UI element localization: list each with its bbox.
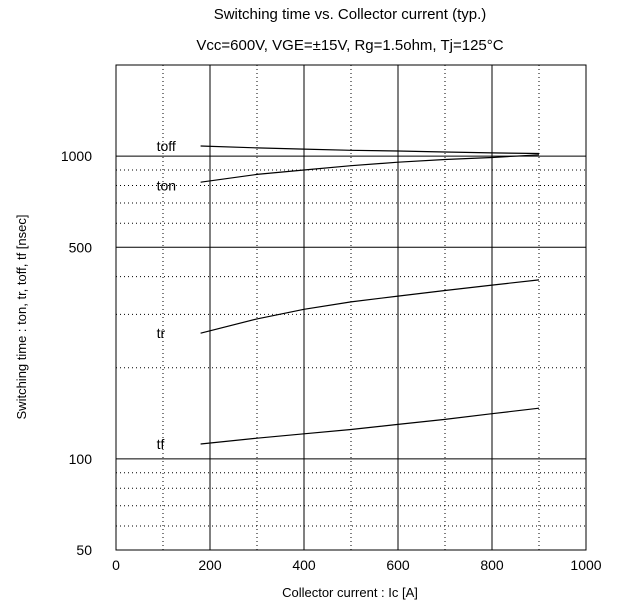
grid xyxy=(116,64,586,550)
x-tick-label: 1000 xyxy=(570,557,601,573)
y-tick-label: 50 xyxy=(76,542,92,558)
y-tick-label: 100 xyxy=(69,451,93,467)
x-tick-label: 800 xyxy=(480,557,504,573)
x-tick-label: 400 xyxy=(292,557,316,573)
series-label-tr: tr xyxy=(157,325,166,341)
series-lines: toff ton tr tf xyxy=(157,138,540,452)
chart-title: Switching time vs. Collector current (ty… xyxy=(214,6,487,23)
y-axis-label: Switching time : ton, tr, toff, tf [nsec… xyxy=(14,215,29,420)
series-line-tf xyxy=(200,407,540,445)
x-tick-label: 600 xyxy=(386,557,410,573)
series-label-toff: toff xyxy=(157,138,176,154)
series-line-tr xyxy=(200,279,540,334)
series-label-ton: ton xyxy=(157,177,176,193)
series-label-tf: tf xyxy=(157,436,165,452)
y-tick-label: 500 xyxy=(69,239,93,255)
x-tick-label: 200 xyxy=(198,557,222,573)
x-tick-label: 0 xyxy=(112,557,120,573)
y-tick-label: 1000 xyxy=(61,148,92,164)
series-line-toff xyxy=(200,145,540,155)
x-axis-label: Collector current : Ic [A] xyxy=(282,585,418,600)
series-line-ton xyxy=(200,154,540,183)
chart-subtitle: Vcc=600V, VGE=±15V, Rg=1.5ohm, Tj=125°C xyxy=(196,37,503,54)
plot-area-frame xyxy=(115,64,587,551)
tick-labels: 0 200 400 600 800 1000 1000 500 100 50 xyxy=(61,148,602,573)
